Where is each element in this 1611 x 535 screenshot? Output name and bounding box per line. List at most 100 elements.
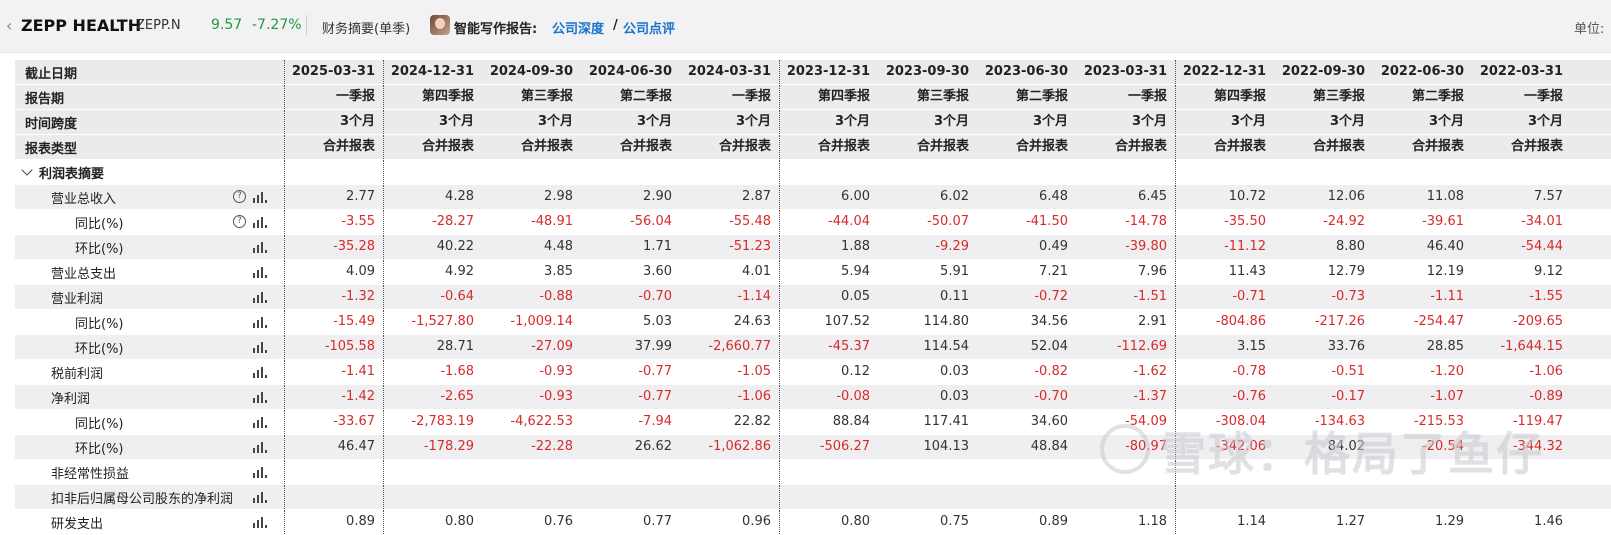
value-cell: 114.54 [923,339,970,354]
row-label: 环比(%) [15,335,284,359]
value-cell: 0.12 [779,360,878,384]
empty-cell [1274,160,1373,184]
company-deep-report-link[interactable]: 公司深度 [552,22,605,37]
header-cell: 3个月 [636,114,672,129]
value-cell [383,460,482,484]
table-row: 同比(%) -15.49 -1,527.80 -1,009.14 5.03 24.63 10… [15,310,1611,335]
table-row: 环比(%) -35.28 40.22 4.48 1.71 -51.23 1.88 -9.29 0… [15,235,1611,260]
value-cell: 52.04 [1030,339,1068,354]
header-cell: 第三季报 [916,89,969,104]
link-separator: / [613,18,618,33]
value-cell: -0.93 [539,389,573,404]
header-cell: 一季报 [731,89,771,104]
value-cell: 1.18 [1138,514,1167,529]
header-cell: 3个月 [1428,114,1464,129]
empty-cell [977,160,1076,184]
bar-chart-icon[interactable] [253,191,267,203]
header-row-label: 报告期 [25,91,65,107]
value-cell: 12.06 [1327,189,1365,204]
header-cell: 2022-06-30 [1380,64,1464,79]
price-change-pct: -7.27% [252,17,302,33]
value-cell: -0.71 [1175,285,1274,309]
value-cell: -44.04 [779,210,878,234]
value-cell: 84.02 [1327,439,1365,454]
value-cell: -178.29 [383,435,482,459]
header-cell: 合并报表 [1114,139,1167,154]
value-cell: -33.67 [284,410,383,434]
value-cell [1274,460,1373,484]
value-cell: 0.77 [643,514,672,529]
value-cell: -804.86 [1175,310,1274,334]
value-cell: -1.41 [284,360,383,384]
bar-chart-icon[interactable] [253,366,267,378]
finance-summary-dropdown[interactable]: 财务摘要(单季) [322,22,411,37]
company-review-link[interactable]: 公司点评 [623,22,676,37]
value-cell: -41.50 [1026,214,1068,229]
value-cell: -1.55 [1529,289,1563,304]
bar-chart-icon[interactable] [253,316,267,328]
value-cell: 12.79 [1327,264,1365,279]
value-cell: -45.37 [779,335,878,359]
value-cell: -1.62 [1133,364,1167,379]
row-label-text: 研发支出 [51,516,104,532]
bar-chart-icon[interactable] [253,291,267,303]
bar-chart-icon[interactable] [253,466,267,478]
value-cell: 33.76 [1327,339,1365,354]
header-cell: 2024-06-30 [588,64,672,79]
ai-writer-avatar-icon [430,15,450,35]
row-label: 营业总收入? [15,185,284,209]
row-label: 净利润 [15,385,284,409]
value-cell: -1,527.80 [383,310,482,334]
value-cell: 2.87 [742,189,771,204]
header-cell: 第四季报 [383,85,482,109]
ticker-symbol: ZEPP.N [136,18,181,33]
bar-chart-icon[interactable] [253,416,267,428]
header-cell: 3个月 [1527,114,1563,129]
value-cell: -1.07 [1430,389,1464,404]
value-cell: -56.04 [630,214,672,229]
header-cell: 2024-03-31 [687,64,771,79]
back-chevron-icon[interactable]: ‹ [6,16,13,35]
value-cell: 107.52 [779,310,878,334]
value-cell: -0.08 [779,385,878,409]
row-label-text: 营业利润 [51,291,104,307]
value-cell [878,485,977,509]
value-cell: 0.03 [940,364,969,379]
value-cell: 9.12 [1534,264,1563,279]
value-cell: 10.72 [1175,185,1274,209]
value-cell: -119.47 [1512,414,1563,429]
value-cell: 40.22 [383,235,482,259]
header-cell: 3个月 [1032,114,1068,129]
bar-chart-icon[interactable] [253,491,267,503]
chevron-down-icon[interactable] [21,164,33,176]
bar-chart-icon[interactable] [253,266,267,278]
value-cell: -0.70 [638,289,672,304]
help-icon[interactable]: ? [233,215,246,228]
value-cell [1373,460,1472,484]
header-row: 报表类型 合并报表 合并报表 合并报表 合并报表 合并报表 合并报表 合并报表 合并报表 合并报表… [15,135,1611,160]
row-label: 同比(%) [15,310,284,334]
help-icon[interactable]: ? [233,190,246,203]
header-cell: 3个月 [537,114,573,129]
header-cell: 2023-03-31 [1083,64,1167,79]
bar-chart-icon[interactable] [253,216,267,228]
value-cell: -344.32 [1512,439,1563,454]
header-cell: 3个月 [735,114,771,129]
section-income-statement[interactable]: 利润表摘要 [15,160,1611,185]
header-row-label: 截止日期 [25,66,78,82]
header-cell: 合并报表 [1411,139,1464,154]
value-cell: 24.63 [733,314,771,329]
value-cell: 48.84 [1030,439,1068,454]
value-cell: 0.11 [940,289,969,304]
bar-chart-icon[interactable] [253,341,267,353]
bar-chart-icon[interactable] [253,241,267,253]
value-cell: 4.09 [284,260,383,284]
value-cell: 1.46 [1534,514,1563,529]
value-cell [581,485,680,509]
value-cell: -22.28 [531,439,573,454]
value-cell: -7.94 [638,414,672,429]
divider [306,15,307,35]
bar-chart-icon[interactable] [253,391,267,403]
header-cell: 3个月 [383,110,482,134]
bar-chart-icon[interactable] [253,441,267,453]
